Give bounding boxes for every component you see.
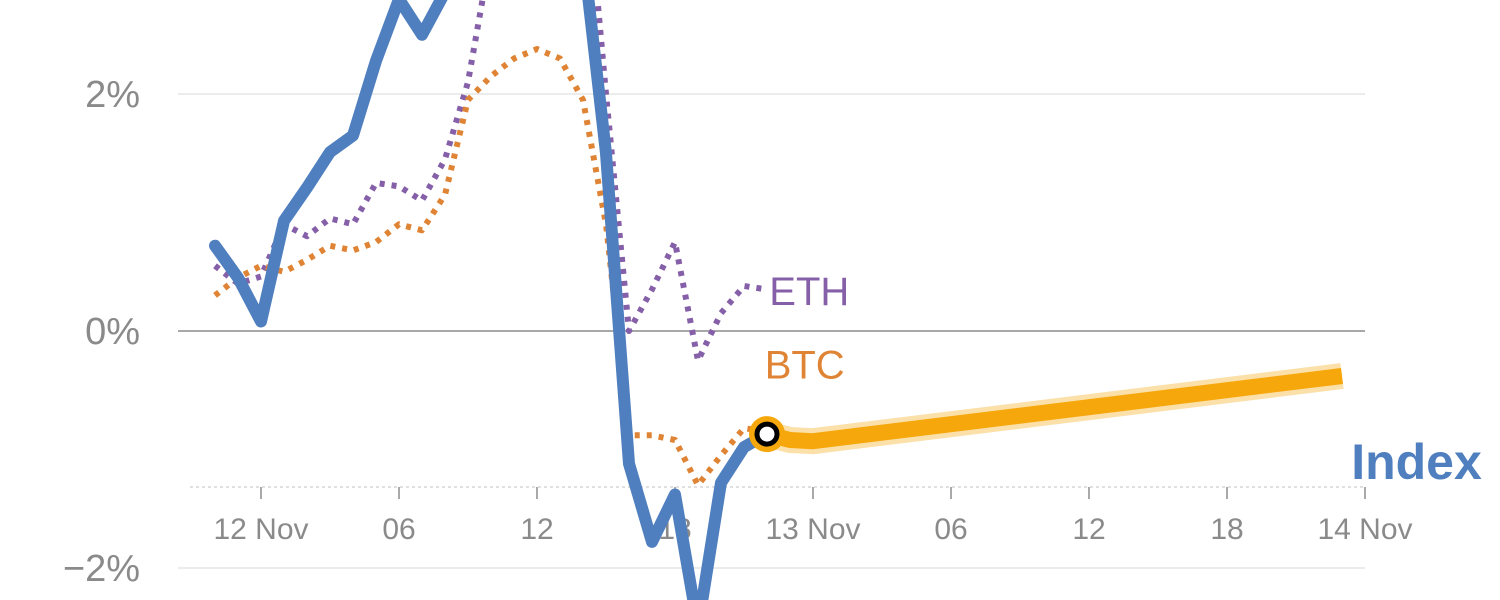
x-tick-label: 13 Nov: [765, 513, 860, 546]
x-tick-label: 12 Nov: [213, 513, 308, 546]
x-tick-label: 06: [382, 513, 415, 546]
current-point-marker: [754, 421, 780, 447]
label-layer: ETH BTC Index: [749, 270, 1482, 490]
x-tick-label: 06: [934, 513, 967, 546]
x-tick-label: 12: [520, 513, 553, 546]
grid-layer: [178, 93, 1365, 569]
x-tick-label: 18: [1210, 513, 1243, 546]
forecast-line: [765, 368, 1343, 450]
y-tick-label: −2%: [63, 548, 140, 590]
series-label-eth: ETH: [769, 270, 849, 314]
series-index-line: [209, 0, 773, 600]
series-label-btc: BTC: [765, 343, 845, 387]
series-label-index: Index: [1351, 434, 1482, 490]
x-tick-label: 12: [1072, 513, 1105, 546]
series-btc-line: [213, 46, 768, 489]
series-eth-line: [213, 0, 768, 364]
x-tick-label: 14 Nov: [1317, 513, 1412, 546]
y-tick-label: 2%: [85, 74, 140, 116]
y-tick-label: 0%: [85, 311, 140, 353]
